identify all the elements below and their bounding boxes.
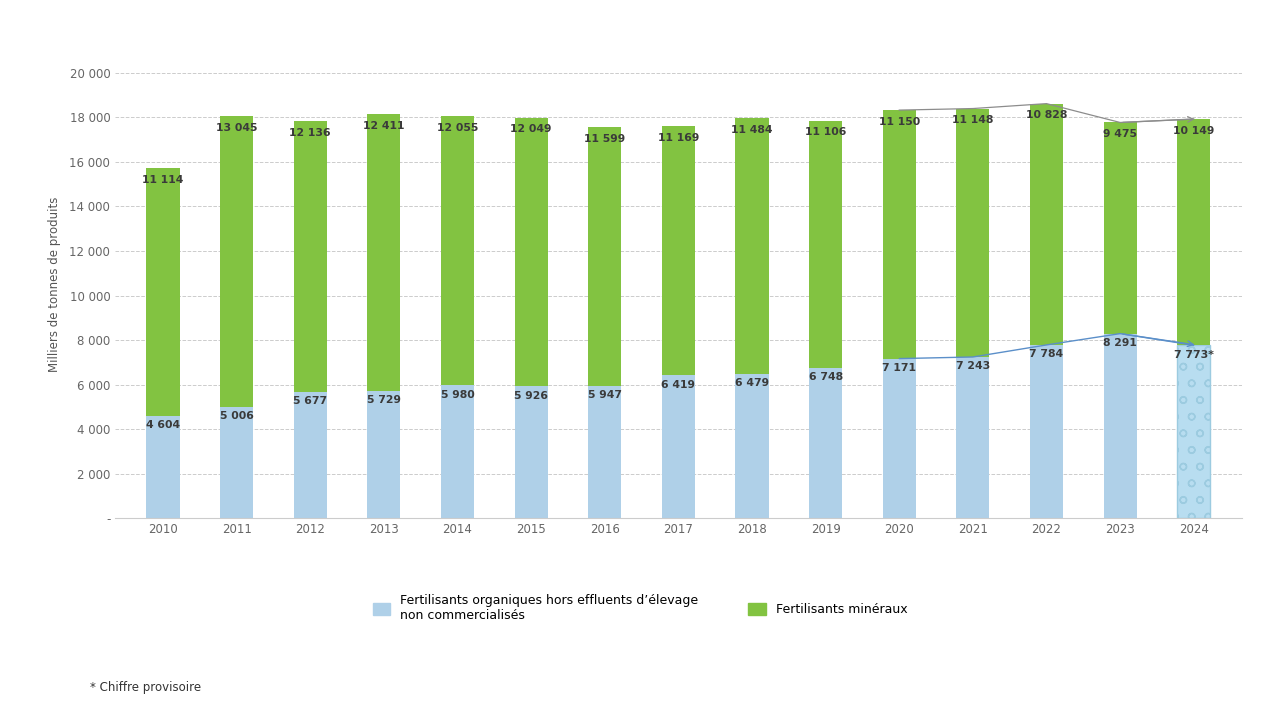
Text: 5 729: 5 729	[367, 395, 401, 405]
Bar	[1103, 122, 1137, 333]
Text: * Chiffre provisoire: * Chiffre provisoire	[90, 681, 201, 694]
Text: 7 784: 7 784	[1029, 349, 1064, 359]
Bar	[442, 117, 474, 385]
Text: 11 484: 11 484	[731, 125, 773, 135]
Bar	[1030, 345, 1064, 518]
Text: 7 773*: 7 773*	[1174, 350, 1213, 359]
Bar	[220, 116, 253, 407]
Bar	[367, 114, 401, 391]
Bar	[442, 385, 474, 518]
Text: 4 604: 4 604	[146, 420, 180, 431]
Text: 6 419: 6 419	[662, 380, 695, 390]
Bar	[1103, 333, 1137, 518]
Bar	[589, 127, 621, 386]
Text: 12 136: 12 136	[289, 128, 332, 138]
Text: 8 291: 8 291	[1103, 338, 1137, 348]
Bar	[736, 374, 768, 518]
Bar	[956, 357, 989, 518]
Text: 12 049: 12 049	[511, 125, 552, 135]
Text: 11 599: 11 599	[584, 134, 626, 144]
Text: 7 243: 7 243	[956, 361, 989, 372]
Bar	[736, 118, 768, 374]
Bar	[220, 407, 253, 518]
Bar	[809, 120, 842, 368]
Text: 5 926: 5 926	[515, 391, 548, 401]
Bar	[293, 122, 326, 392]
Bar	[1030, 104, 1064, 345]
Bar	[956, 109, 989, 357]
Text: 10 149: 10 149	[1172, 126, 1215, 135]
Text: 10 828: 10 828	[1025, 110, 1068, 120]
Bar	[883, 110, 915, 359]
Text: 12 411: 12 411	[364, 121, 404, 131]
Bar	[367, 391, 401, 518]
Bar	[1178, 345, 1211, 518]
Text: 13 045: 13 045	[216, 123, 257, 132]
Text: 5 947: 5 947	[588, 390, 622, 400]
Text: 11 106: 11 106	[805, 127, 846, 138]
Legend: Fertilisants organiques hors effluents d’élevage
non commercialisés, Fertilisant: Fertilisants organiques hors effluents d…	[367, 590, 913, 627]
Text: 7 171: 7 171	[882, 363, 916, 373]
Text: 12 055: 12 055	[436, 123, 479, 133]
Text: 11 169: 11 169	[658, 133, 699, 143]
Bar	[146, 415, 179, 518]
Text: 5 677: 5 677	[293, 396, 328, 406]
Text: 6 479: 6 479	[735, 379, 769, 389]
Bar	[515, 118, 548, 387]
Bar	[809, 368, 842, 518]
Bar	[589, 386, 621, 518]
Bar	[515, 387, 548, 518]
Bar	[293, 392, 326, 518]
Text: 11 150: 11 150	[878, 117, 920, 127]
Bar	[883, 359, 915, 518]
Bar	[662, 127, 695, 375]
Y-axis label: Milliers de tonnes de produits: Milliers de tonnes de produits	[49, 197, 61, 372]
Bar	[146, 168, 179, 415]
Text: 5 980: 5 980	[440, 390, 475, 400]
Bar	[662, 375, 695, 518]
Text: 6 748: 6 748	[809, 372, 842, 382]
Text: 11 148: 11 148	[952, 115, 993, 125]
Text: 11 114: 11 114	[142, 175, 184, 185]
Text: 9 475: 9 475	[1103, 129, 1137, 139]
Bar	[1178, 119, 1211, 345]
Text: 5 006: 5 006	[220, 411, 253, 421]
